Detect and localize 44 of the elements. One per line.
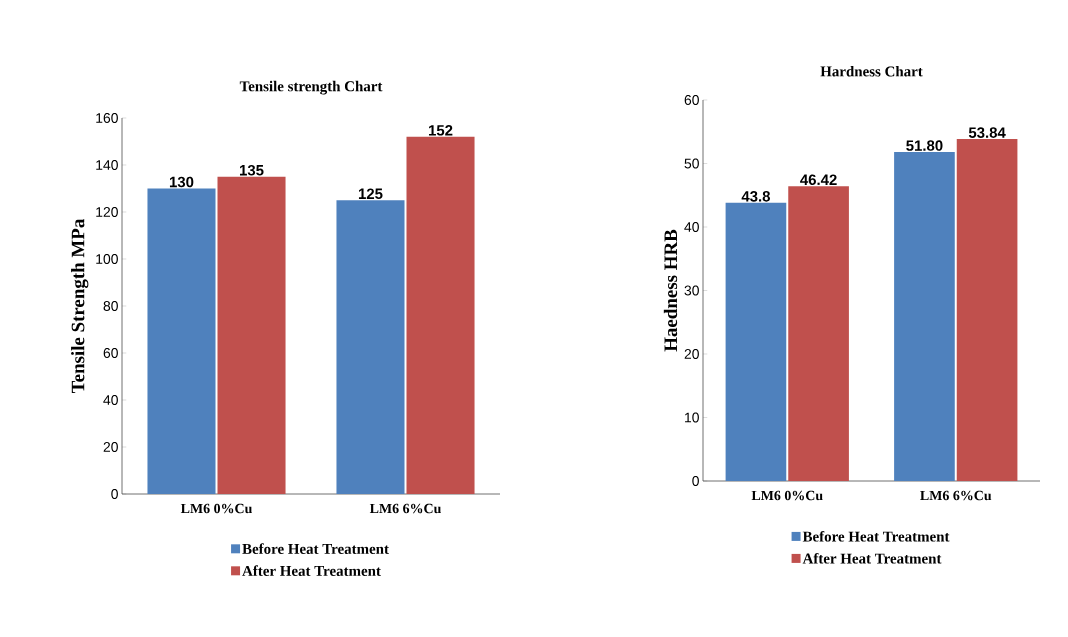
data-label: 51.80 [906, 140, 943, 151]
data-label: 125 [358, 188, 383, 200]
y-tick-label: 40 [684, 222, 699, 232]
y-tick-label: 20 [103, 442, 118, 452]
y-tick-label: 140 [96, 160, 118, 170]
data-label: 152 [428, 125, 453, 136]
y-tick-label: 80 [103, 301, 118, 311]
bar [894, 152, 955, 481]
y-tick-label: 10 [685, 412, 699, 423]
bar [406, 136, 475, 494]
x-tick-label: LM6 6%Cu [369, 503, 441, 514]
data-label: 43.8 [741, 191, 770, 202]
y-tick-label: 30 [684, 285, 699, 296]
x-tick-label: LM6 0%Cu [751, 490, 823, 501]
y-tick-label: 0 [111, 489, 118, 499]
data-label: 53.84 [968, 127, 1006, 138]
y-tick-label: 20 [684, 349, 699, 359]
y-tick-label: 60 [103, 348, 118, 358]
y-tick-label: 120 [96, 207, 118, 217]
y-axis-title: Tensile Strength MPa [71, 219, 89, 393]
y-axis-title: Haedness HRB [663, 229, 678, 352]
bar [217, 176, 286, 494]
bar [725, 202, 787, 481]
chart-title: Hardness Chart [820, 65, 923, 77]
x-tick-label: LM6 6%Cu [920, 490, 992, 501]
data-label: 46.42 [800, 174, 837, 186]
legend-label: Before Heat Treatment [802, 530, 950, 542]
data-label: 135 [239, 164, 264, 176]
y-tick-label: 160 [96, 113, 118, 123]
data-label: 130 [169, 176, 194, 188]
bar [336, 200, 405, 494]
chart-title: Tensile strength Chart [239, 80, 383, 95]
y-tick-label: 50 [684, 158, 699, 169]
bar [956, 139, 1018, 481]
legend-label: After Heat Treatment [242, 565, 381, 576]
y-tick-label: 40 [103, 395, 118, 405]
y-tick-label: 0 [692, 476, 699, 486]
bar [788, 186, 849, 481]
legend-label: Before Heat Treatment [242, 543, 389, 554]
y-tick-label: 100 [96, 254, 118, 264]
x-tick-label: LM6 0%Cu [180, 503, 252, 514]
y-tick-label: 60 [684, 95, 699, 105]
legend-label: After Heat Treatment [802, 552, 942, 564]
bar [147, 188, 216, 494]
